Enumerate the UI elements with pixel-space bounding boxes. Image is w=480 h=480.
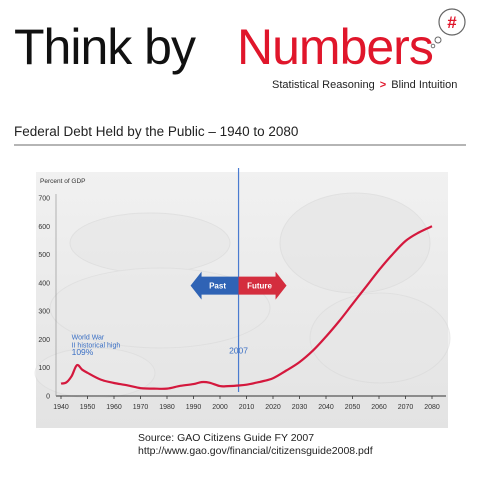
brand-numbers: Numbers (237, 19, 434, 75)
source-url: http://www.gao.gov/financial/citizensgui… (138, 445, 373, 457)
y-tick-labels: 0 100 200 300 400 500 600 700 (38, 196, 50, 401)
ww2-annotation-text: World War II historical high (72, 334, 121, 349)
future-label: Future (247, 282, 272, 291)
x-tick-label: 1980 (159, 404, 175, 411)
y-tick-label: 100 (38, 365, 50, 372)
tagline-left: Statistical Reasoning (272, 79, 375, 91)
y-tick-label: 200 (38, 337, 50, 344)
x-tick-label: 2040 (318, 404, 334, 411)
x-tick-label: 2050 (345, 404, 361, 411)
y-axis-label: Percent of GDP (40, 178, 86, 185)
year-2007-label: 2007 (229, 346, 248, 356)
x-tick-label: 1990 (186, 404, 202, 411)
x-tick-label: 1950 (80, 404, 96, 411)
bubble-symbol: # (447, 13, 457, 32)
brand-think-by: Think by (14, 19, 196, 75)
past-future-arrow: Past Future (190, 271, 287, 300)
source-citation: Source: GAO Citizens Guide FY 2007 http:… (138, 432, 373, 458)
title-divider (14, 144, 466, 146)
chart-axes (55, 194, 446, 399)
thought-bubble-icon: # (430, 8, 466, 49)
x-tick-label: 2000 (212, 404, 228, 411)
ww2-annotation-value: 109% (72, 347, 94, 357)
x-tick-label: 2030 (292, 404, 308, 411)
tagline-separator: > (379, 79, 387, 91)
figure-title: Federal Debt Held by the Public – 1940 t… (14, 124, 299, 139)
debt-series-line (60, 225, 433, 390)
x-tick-label: 2020 (265, 404, 281, 411)
tagline: Statistical Reasoning > Blind Intuition (272, 79, 457, 91)
x-tick-label: 2010 (239, 404, 255, 411)
x-tick-label: 1970 (133, 404, 149, 411)
x-tick-label: 1960 (106, 404, 122, 411)
future-arrow (238, 271, 287, 300)
past-arrow (190, 271, 239, 300)
x-tick-label: 2060 (371, 404, 387, 411)
tagline-right: Blind Intuition (391, 79, 458, 91)
y-tick-label: 400 (38, 280, 50, 287)
x-tick-label: 2070 (398, 404, 414, 411)
past-label: Past (209, 282, 226, 291)
x-tick-labels: 1940 1950 1960 1970 1980 1990 2000 2010 2020 2030… (53, 404, 440, 411)
site-header: Think by Numbers # Statistical Reasoning… (0, 0, 480, 110)
y-tick-label: 600 (38, 224, 50, 231)
x-tick-label: 1940 (53, 404, 69, 411)
y-tick-label: 700 (38, 196, 50, 203)
x-tick-label: 2080 (424, 404, 440, 411)
source-line-1: Source: GAO Citizens Guide FY 2007 (138, 432, 315, 444)
y-tick-label: 300 (38, 309, 50, 316)
y-tick-label: 0 (46, 394, 50, 401)
y-tick-label: 500 (38, 252, 50, 259)
chart-container: 0 100 200 300 400 500 600 700 1940 1950 1960 1970 1… (0, 148, 480, 480)
